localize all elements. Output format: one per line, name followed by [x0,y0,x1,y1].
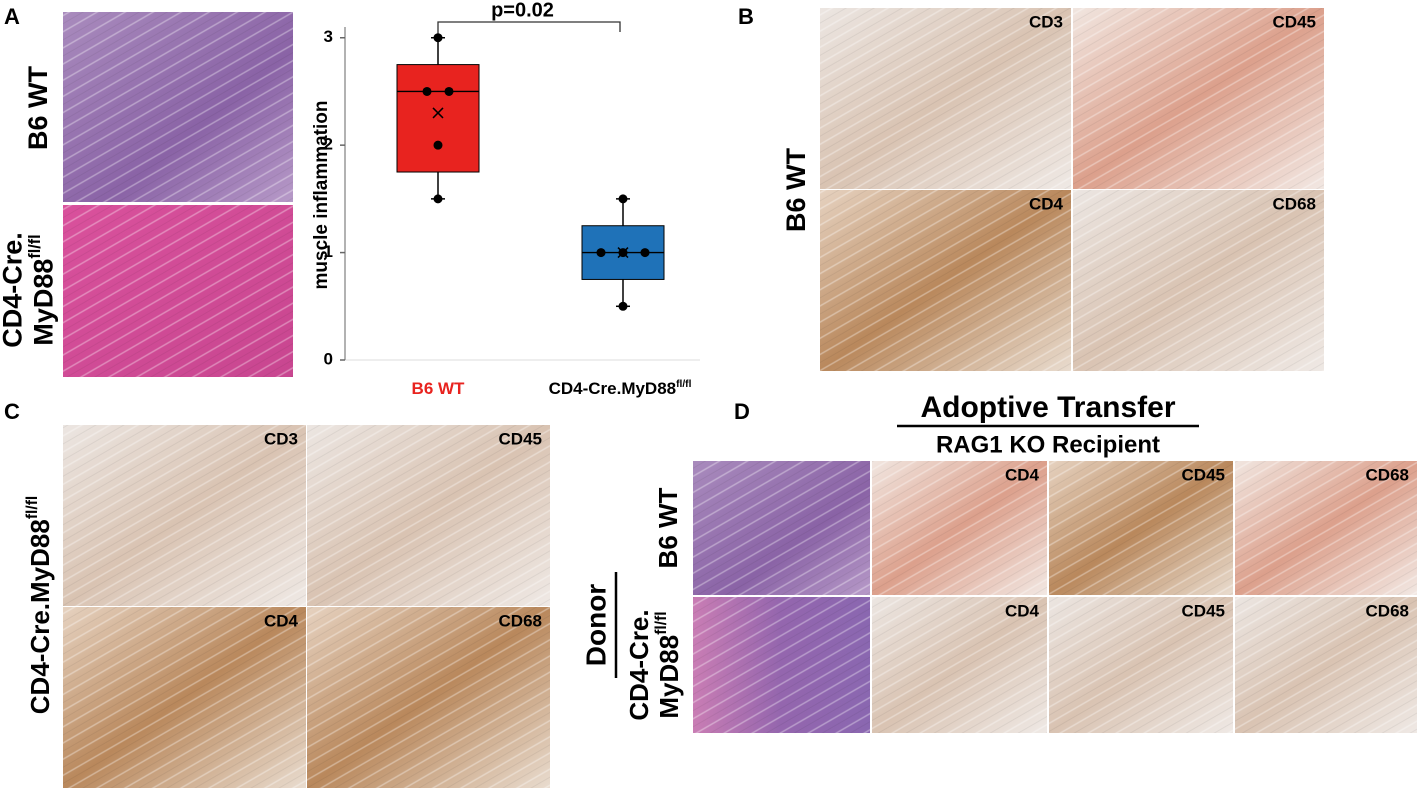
micrograph-texture [307,607,550,788]
axis-label: Donor [580,584,611,667]
micrograph-texture [872,461,1047,595]
data-point [618,301,628,311]
data-point [618,194,628,204]
label: CD4-Cre.MyD88fl/fl [549,379,692,399]
stain-label: CD4 [264,611,299,630]
stain-label: CD68 [1273,194,1316,213]
data-point [444,86,454,96]
label-text: CD4-Cre.MyD88 [549,379,677,398]
label: MyD88fl/fl [26,234,58,345]
label-text: MyD88 [29,259,59,346]
label: CD4-Cre. [0,232,28,348]
panel-letter: C [4,399,20,424]
label-text: B6 WT [781,148,811,233]
stain-label: CD4 [1005,601,1040,620]
label: MyD88fl/fl [653,611,684,718]
label: B6 WT [23,66,53,151]
micrograph-texture [1235,597,1417,733]
label-text: CD4-Cre. [624,609,654,720]
label-text: B6 WT [412,379,466,398]
micrograph-texture [1049,597,1233,733]
micrograph-texture [693,461,870,595]
significance-bracket [437,21,621,38]
data-point [433,140,443,150]
stain-label: CD3 [264,429,298,448]
mean-marker [432,107,444,119]
micrograph-texture [820,8,1071,189]
stain-label: CD68 [499,611,542,630]
micrograph-texture [63,12,293,202]
label-superscript: fl/fl [26,234,44,258]
panel-subtitle: RAG1 KO Recipient [936,431,1160,458]
panel-title: Adoptive Transfer [920,391,1175,424]
label: CD4-Cre. [624,609,654,720]
label-superscript: fl/fl [653,611,670,634]
label: B6 WT [653,487,683,568]
panel-letter: A [4,4,20,29]
micrograph-texture [693,597,870,733]
label: CD4-Cre.MyD88fl/fl [24,496,55,714]
data-point [640,248,650,258]
micrograph-texture [63,205,293,377]
y-tick-label: 3 [324,27,333,46]
data-point [433,33,443,43]
annotation: p=0.02 [491,0,554,21]
box [396,64,480,173]
data-point [422,86,432,96]
micrograph-texture [820,190,1071,371]
label-superscript: fl/fl [24,496,41,519]
data-point [433,194,443,204]
label-text: CD4-Cre. [0,232,28,348]
label-text: MyD88 [654,635,684,719]
stain-label: CD4 [1029,194,1064,213]
stain-label: CD68 [1366,601,1409,620]
stain-label: CD4 [1005,465,1040,484]
label-text: B6 WT [23,66,53,151]
micrograph-texture [1073,190,1324,371]
micrograph-texture [1235,461,1417,595]
micrograph-texture [1049,461,1233,595]
label-text: CD4-Cre.MyD88 [25,519,55,714]
micrograph-texture [1073,8,1324,189]
y-axis-label: muscle inflammation [311,101,332,290]
micrograph-texture [872,597,1047,733]
stain-label: CD45 [1182,465,1225,484]
stain-label: CD45 [1273,12,1316,31]
label-text: B6 WT [653,487,683,568]
stain-label: CD45 [499,429,542,448]
panel-letter: D [734,399,750,424]
data-point [596,248,606,258]
label-superscript: fl/fl [676,379,691,390]
panel-letter: B [738,4,754,29]
micrograph-texture [63,607,306,788]
label: B6 WT [781,148,811,233]
y-tick-label: 2 [324,135,333,154]
stain-label: CD45 [1182,601,1225,620]
y-tick-label: 1 [324,242,333,261]
stain-label: CD68 [1366,465,1409,484]
mean-marker [617,247,629,259]
y-tick-label: 0 [324,349,333,368]
micrograph-texture [307,425,550,606]
label: B6 WT [412,379,466,398]
micrograph-texture [63,425,306,606]
stain-label: CD3 [1029,12,1063,31]
